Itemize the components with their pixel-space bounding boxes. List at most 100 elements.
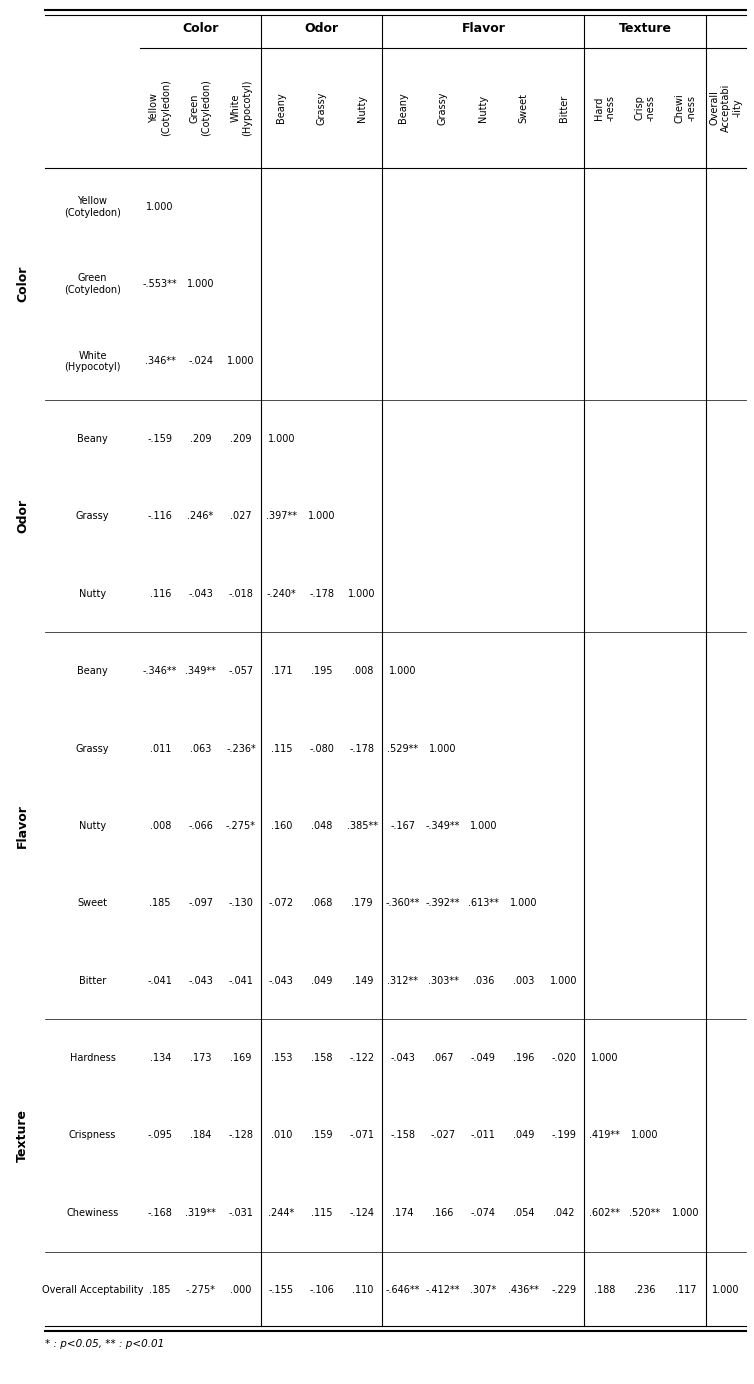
Text: .179: .179 [351, 898, 373, 908]
Text: .303**: .303** [428, 976, 458, 985]
Text: Bitter: Bitter [559, 94, 569, 122]
Text: -.027: -.027 [431, 1131, 455, 1140]
Text: Grassy: Grassy [75, 743, 109, 753]
Text: -.011: -.011 [471, 1131, 496, 1140]
Text: -.236*: -.236* [226, 743, 256, 753]
Text: Texture: Texture [16, 1109, 29, 1163]
Text: .036: .036 [473, 976, 494, 985]
Text: Yellow
(Cotyledon): Yellow (Cotyledon) [149, 79, 171, 137]
Text: -.412**: -.412** [426, 1286, 460, 1295]
Text: -.124: -.124 [350, 1208, 375, 1218]
Text: .042: .042 [553, 1208, 575, 1218]
Text: -.122: -.122 [350, 1053, 375, 1063]
Text: 1.000: 1.000 [631, 1131, 659, 1140]
Text: Grassy: Grassy [75, 511, 109, 522]
Text: 1.000: 1.000 [146, 202, 174, 212]
Text: -.018: -.018 [228, 588, 253, 599]
Text: -.159: -.159 [148, 435, 173, 444]
Text: Sweet: Sweet [519, 93, 529, 123]
Text: .169: .169 [230, 1053, 252, 1063]
Text: Flavor: Flavor [16, 804, 29, 848]
Text: Bitter: Bitter [79, 976, 106, 985]
Text: 1.000: 1.000 [268, 435, 295, 444]
Text: .159: .159 [311, 1131, 333, 1140]
Text: 1.000: 1.000 [429, 743, 457, 753]
Text: Chewiness: Chewiness [66, 1208, 118, 1218]
Text: -.646**: -.646** [385, 1286, 420, 1295]
Text: .171: .171 [271, 666, 292, 677]
Text: -.116: -.116 [148, 511, 173, 522]
Text: -.553**: -.553** [143, 280, 177, 289]
Text: .209: .209 [230, 435, 252, 444]
Text: -.066: -.066 [188, 821, 213, 830]
Text: -.095: -.095 [148, 1131, 173, 1140]
Text: .008: .008 [149, 821, 171, 830]
Text: Crispness: Crispness [69, 1131, 116, 1140]
Text: -.041: -.041 [148, 976, 173, 985]
Text: Texture: Texture [618, 22, 672, 35]
Text: .346**: .346** [145, 357, 176, 367]
Text: Color: Color [16, 266, 29, 302]
Text: 1.000: 1.000 [591, 1053, 618, 1063]
Text: .184: .184 [190, 1131, 211, 1140]
Text: -.043: -.043 [269, 976, 294, 985]
Text: -.178: -.178 [350, 743, 375, 753]
Text: .110: .110 [351, 1286, 373, 1295]
Text: Hard
-ness: Hard -ness [594, 95, 615, 120]
Text: .116: .116 [149, 588, 171, 599]
Text: Beany: Beany [397, 93, 408, 123]
Text: Green
(Cotyledon): Green (Cotyledon) [190, 79, 211, 137]
Text: -.128: -.128 [228, 1131, 253, 1140]
Text: .397**: .397** [266, 511, 297, 522]
Text: 1.000: 1.000 [389, 666, 416, 677]
Text: Nutty: Nutty [478, 94, 489, 122]
Text: -.392**: -.392** [426, 898, 460, 908]
Text: -.155: -.155 [269, 1286, 294, 1295]
Text: .160: .160 [271, 821, 292, 830]
Text: .008: .008 [351, 666, 373, 677]
Text: -.240*: -.240* [266, 588, 296, 599]
Text: -.167: -.167 [390, 821, 415, 830]
Text: 1.000: 1.000 [510, 898, 538, 908]
Text: .173: .173 [190, 1053, 211, 1063]
Text: Nutty: Nutty [79, 821, 106, 830]
Text: .166: .166 [432, 1208, 454, 1218]
Text: -.049: -.049 [471, 1053, 496, 1063]
Text: -.072: -.072 [269, 898, 294, 908]
Text: Overall
Acceptabi
-lity: Overall Acceptabi -lity [710, 84, 743, 133]
Text: .153: .153 [271, 1053, 292, 1063]
Text: -.349**: -.349** [426, 821, 460, 830]
Text: .115: .115 [271, 743, 292, 753]
Text: .188: .188 [594, 1286, 615, 1295]
Text: Odor: Odor [305, 22, 339, 35]
Text: -.097: -.097 [188, 898, 213, 908]
Text: .209: .209 [190, 435, 211, 444]
Text: Odor: Odor [16, 500, 29, 533]
Text: .349**: .349** [185, 666, 216, 677]
Text: .602**: .602** [589, 1208, 620, 1218]
Text: -.071: -.071 [350, 1131, 375, 1140]
Text: Nutty: Nutty [79, 588, 106, 599]
Text: Grassy: Grassy [317, 91, 326, 125]
Text: -.031: -.031 [228, 1208, 253, 1218]
Text: 1.000: 1.000 [187, 280, 214, 289]
Text: -.043: -.043 [188, 976, 213, 985]
Text: 1.000: 1.000 [672, 1208, 699, 1218]
Text: .613**: .613** [468, 898, 499, 908]
Text: -.158: -.158 [390, 1131, 415, 1140]
Text: .115: .115 [311, 1208, 333, 1218]
Text: Sweet: Sweet [78, 898, 108, 908]
Text: -.275*: -.275* [185, 1286, 216, 1295]
Text: -.168: -.168 [148, 1208, 173, 1218]
Text: Flavor: Flavor [461, 22, 505, 35]
Text: Chewi
-ness: Chewi -ness [675, 93, 696, 123]
Text: 1.000: 1.000 [712, 1286, 740, 1295]
Text: White
(Hypocotyl): White (Hypocotyl) [64, 350, 121, 372]
Text: Color: Color [182, 22, 219, 35]
Text: .049: .049 [311, 976, 333, 985]
Text: -.043: -.043 [390, 1053, 415, 1063]
Text: .185: .185 [149, 898, 171, 908]
Text: .244*: .244* [268, 1208, 295, 1218]
Text: Beany: Beany [77, 666, 108, 677]
Text: -.178: -.178 [309, 588, 334, 599]
